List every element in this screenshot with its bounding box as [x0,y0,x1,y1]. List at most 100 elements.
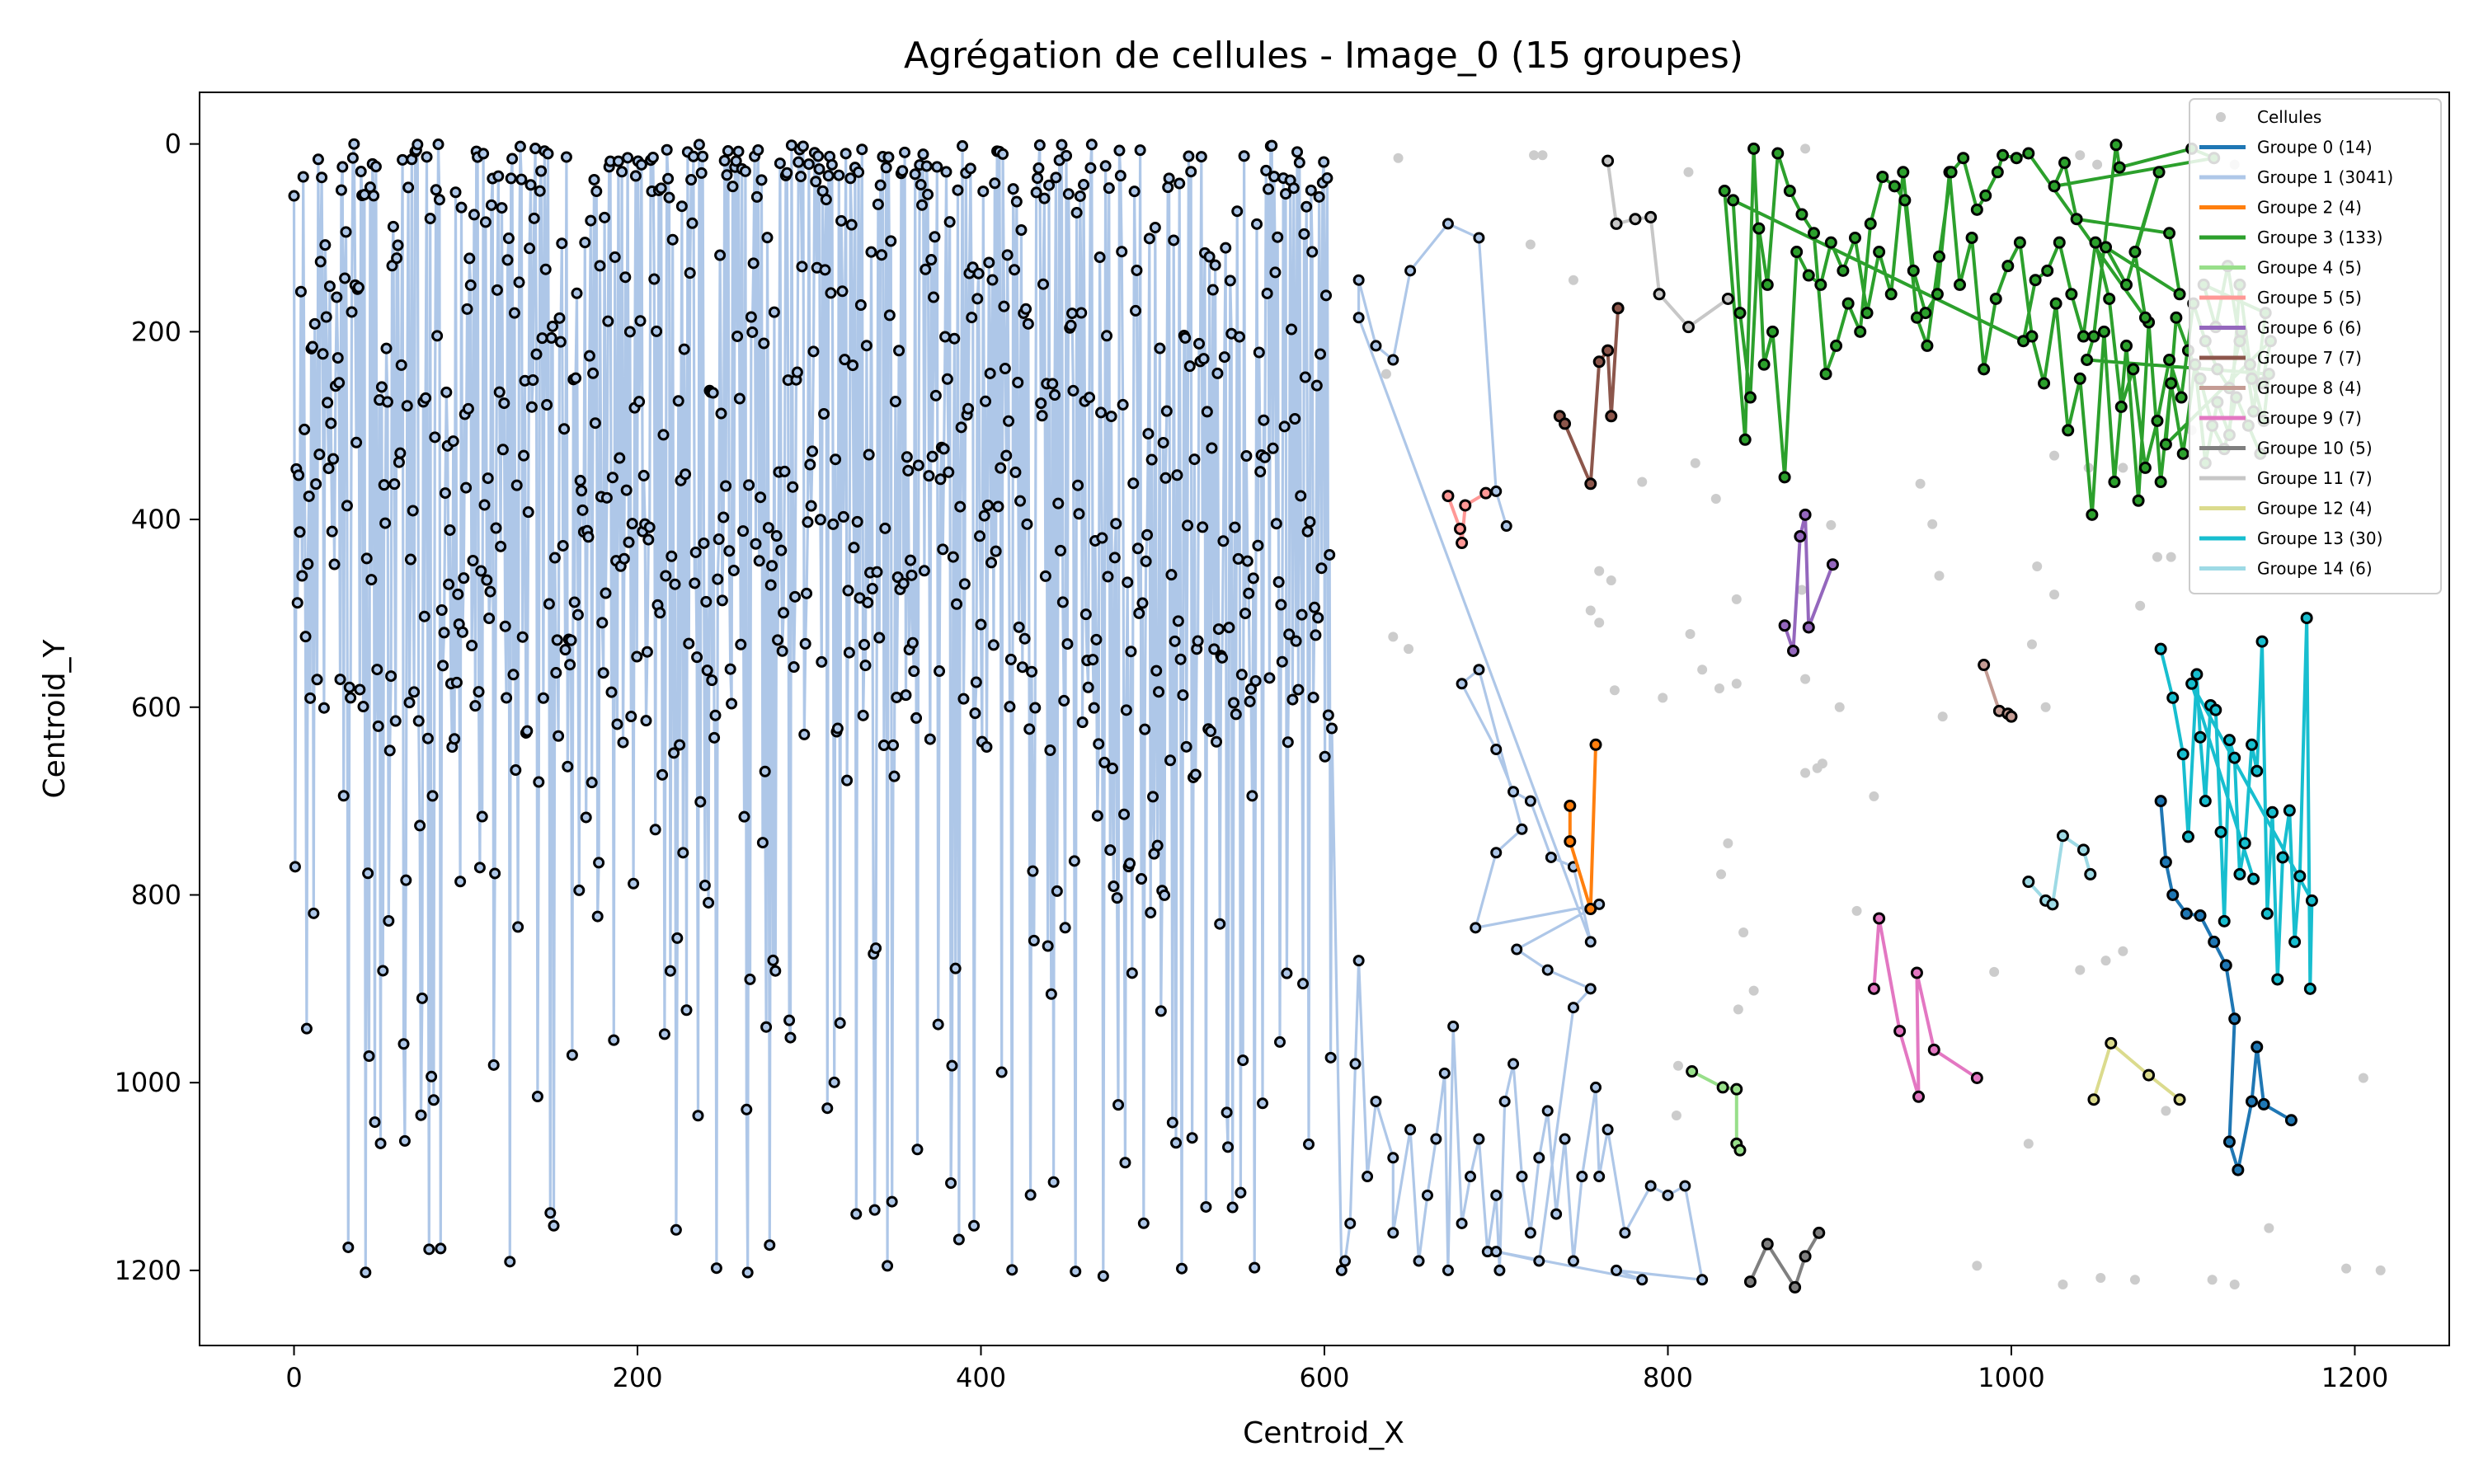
groupe-1-point [870,942,882,955]
groupe-1-point [655,182,667,195]
groupe-1-point [1239,608,1252,620]
group-point [1927,1043,1940,1056]
cell-point [1690,458,1700,468]
cell-point [1826,519,1837,530]
group-point [1867,982,1880,995]
groupe-1-point [1026,665,1038,678]
group-point [2154,795,2167,808]
groupe-1-point [1263,183,1275,195]
groupe-1-point [1052,497,1065,510]
groupe-1-point [948,332,961,345]
group-point [1921,339,1934,352]
groupe-1-point [1102,571,1114,583]
groupe-1-point [306,340,318,353]
groupe-1-point [1318,156,1330,168]
cell-point [2152,552,2162,562]
groupe-1-point [843,646,855,659]
groupe-1-point [722,145,734,157]
group-point [1888,180,1901,193]
groupe-1-point [664,965,676,977]
groupe-1-point [1200,1200,1212,1213]
cell-point [2075,965,2086,975]
groupe-1-point [504,1256,516,1268]
groupe-1-point [764,579,777,591]
groupe-1-point [1297,978,1310,990]
groupe-1-point [1524,795,1536,807]
groupe-1-point [727,181,739,193]
groupe-1-point [923,470,935,482]
groupe-1-point [984,367,996,379]
cell-point [2040,702,2051,712]
groupe-1-point [897,577,910,589]
group-point [2086,508,2099,521]
groupe-1-point [980,395,992,407]
groupe-1-point [1442,218,1454,230]
groupe-1-point [529,143,542,155]
groupe-1-point [548,1219,560,1232]
groupe-1-point [1362,1171,1374,1183]
groupe-1-point [473,686,485,698]
groupe-1-point [1103,182,1115,195]
cell-point [2118,463,2128,473]
groupe-1-point [536,332,548,345]
groupe-1-point [1007,183,1019,195]
groupe-1-point [415,1109,427,1121]
groupe-1-point [946,1059,958,1072]
groupe-1-point [778,607,790,619]
groupe-1-point [316,171,328,184]
groupe-1-point [328,558,341,571]
groupe-1-point [1473,1133,1485,1145]
groupe-1-point [380,342,393,355]
groupe-1-point [1094,251,1106,264]
groupe-1-point [514,140,526,153]
groupe-1-point [866,583,878,594]
groupe-1-point [1073,508,1085,520]
groupe-1-point [388,478,401,491]
groupe-1-point [905,569,918,581]
groupe-1-point [1344,1217,1357,1229]
groupe-1-point [1584,936,1597,948]
group-point [1584,903,1597,916]
groupe-1-point [1192,635,1204,647]
groupe-1-point [1541,1105,1554,1117]
groupe-1-point [905,554,917,566]
groupe-1-point [1254,466,1267,478]
groupe-1-point [1147,791,1159,803]
groupe-1-point [746,326,759,338]
legend-entry: Groupe 10 (5) [2257,439,2373,458]
cell-point [2129,1275,2140,1285]
groupe-1-point [1114,170,1126,182]
groupe-1-point [586,777,598,789]
groupe-1-point [810,176,822,188]
groupe-1-point [404,553,416,566]
groupe-1-point [685,174,698,186]
groupe-1-point [412,715,425,727]
group-point [1965,231,1978,244]
groupe-1-point [675,200,688,213]
groupe-1-point [708,731,721,744]
groupe-1-point [1228,697,1240,709]
cell-point [1404,644,1414,655]
groupe-1-point [1000,449,1013,462]
groupe-1-point [634,315,647,327]
groupe-1-point [813,163,825,176]
groupe-1-point [883,309,896,322]
groupe-1-point [886,1195,898,1208]
groupe-1-point [622,152,634,164]
group-point [2154,476,2167,489]
group-point [2070,213,2083,226]
groupe-1-point [830,453,842,466]
cell-point [1748,985,1759,996]
groupe-1-point [1130,304,1142,317]
groupe-1-point [423,1243,435,1256]
groupe-1-point [868,1204,881,1216]
groupe-1-point [1015,224,1028,237]
groupe-1-point [1189,768,1202,781]
groupe-1-point [564,659,576,671]
groupe-1-point [900,689,912,702]
group-point [1790,246,1804,259]
groupe-1-point [1029,702,1042,714]
cell-point [1658,693,1668,703]
group-point [2108,476,2121,489]
groupe-1-point [814,514,826,526]
